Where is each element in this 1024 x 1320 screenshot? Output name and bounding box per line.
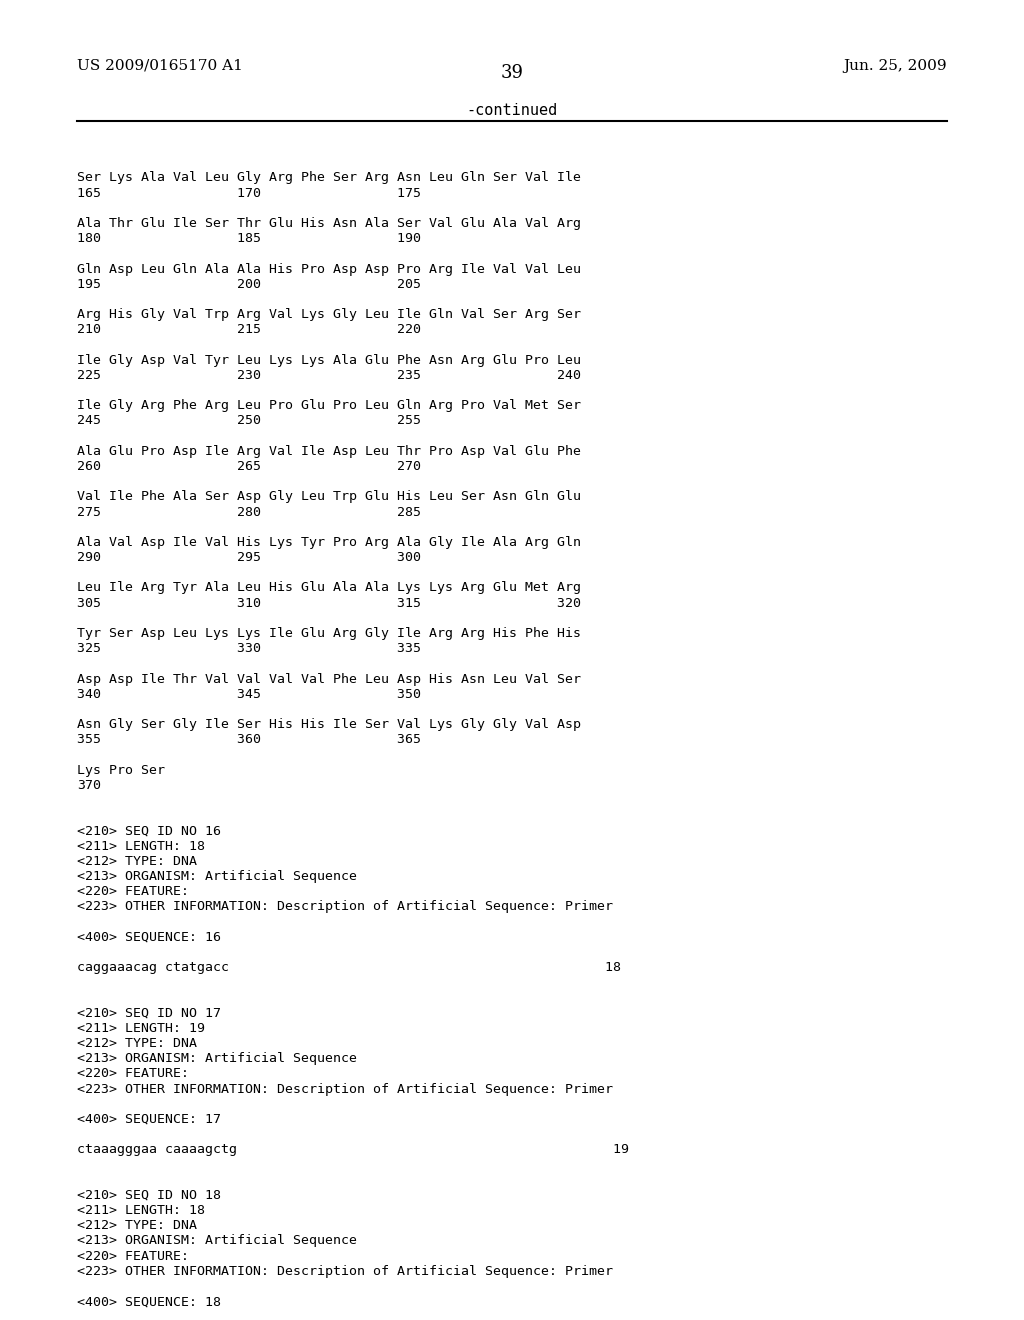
Text: Asp Asp Ile Thr Val Val Val Val Phe Leu Asp His Asn Leu Val Ser: Asp Asp Ile Thr Val Val Val Val Phe Leu … <box>77 673 581 685</box>
Text: 290                 295                 300: 290 295 300 <box>77 550 421 564</box>
Text: <210> SEQ ID NO 18: <210> SEQ ID NO 18 <box>77 1189 221 1203</box>
Text: <212> TYPE: DNA: <212> TYPE: DNA <box>77 1220 197 1233</box>
Text: 340                 345                 350: 340 345 350 <box>77 688 421 701</box>
Text: 305                 310                 315                 320: 305 310 315 320 <box>77 597 581 610</box>
Text: Val Ile Phe Ala Ser Asp Gly Leu Trp Glu His Leu Ser Asn Gln Glu: Val Ile Phe Ala Ser Asp Gly Leu Trp Glu … <box>77 490 581 503</box>
Text: <211> LENGTH: 18: <211> LENGTH: 18 <box>77 840 205 853</box>
Text: 260                 265                 270: 260 265 270 <box>77 459 421 473</box>
Text: Tyr Ser Asp Leu Lys Lys Ile Glu Arg Gly Ile Arg Arg His Phe His: Tyr Ser Asp Leu Lys Lys Ile Glu Arg Gly … <box>77 627 581 640</box>
Text: 165                 170                 175: 165 170 175 <box>77 186 421 199</box>
Text: Leu Ile Arg Tyr Ala Leu His Glu Ala Ala Lys Lys Arg Glu Met Arg: Leu Ile Arg Tyr Ala Leu His Glu Ala Ala … <box>77 582 581 594</box>
Text: <213> ORGANISM: Artificial Sequence: <213> ORGANISM: Artificial Sequence <box>77 1234 356 1247</box>
Text: <220> FEATURE:: <220> FEATURE: <box>77 886 188 898</box>
Text: Lys Pro Ser: Lys Pro Ser <box>77 764 165 776</box>
Text: <213> ORGANISM: Artificial Sequence: <213> ORGANISM: Artificial Sequence <box>77 870 356 883</box>
Text: 275                 280                 285: 275 280 285 <box>77 506 421 519</box>
Text: 370: 370 <box>77 779 100 792</box>
Text: <220> FEATURE:: <220> FEATURE: <box>77 1068 188 1080</box>
Text: <211> LENGTH: 18: <211> LENGTH: 18 <box>77 1204 205 1217</box>
Text: US 2009/0165170 A1: US 2009/0165170 A1 <box>77 59 243 73</box>
Text: Ala Val Asp Ile Val His Lys Tyr Pro Arg Ala Gly Ile Ala Arg Gln: Ala Val Asp Ile Val His Lys Tyr Pro Arg … <box>77 536 581 549</box>
Text: 245                 250                 255: 245 250 255 <box>77 414 421 428</box>
Text: <400> SEQUENCE: 16: <400> SEQUENCE: 16 <box>77 931 221 944</box>
Text: <400> SEQUENCE: 17: <400> SEQUENCE: 17 <box>77 1113 221 1126</box>
Text: caggaaacag ctatgacc                                               18: caggaaacag ctatgacc 18 <box>77 961 621 974</box>
Text: 225                 230                 235                 240: 225 230 235 240 <box>77 368 581 381</box>
Text: Ala Thr Glu Ile Ser Thr Glu His Asn Ala Ser Val Glu Ala Val Arg: Ala Thr Glu Ile Ser Thr Glu His Asn Ala … <box>77 216 581 230</box>
Text: Jun. 25, 2009: Jun. 25, 2009 <box>844 59 947 73</box>
Text: <212> TYPE: DNA: <212> TYPE: DNA <box>77 855 197 867</box>
Text: 355                 360                 365: 355 360 365 <box>77 734 421 746</box>
Text: <212> TYPE: DNA: <212> TYPE: DNA <box>77 1038 197 1049</box>
Text: 195                 200                 205: 195 200 205 <box>77 277 421 290</box>
Text: <223> OTHER INFORMATION: Description of Artificial Sequence: Primer: <223> OTHER INFORMATION: Description of … <box>77 1082 612 1096</box>
Text: 39: 39 <box>501 63 523 82</box>
Text: <213> ORGANISM: Artificial Sequence: <213> ORGANISM: Artificial Sequence <box>77 1052 356 1065</box>
Text: 210                 215                 220: 210 215 220 <box>77 323 421 337</box>
Text: Gln Asp Leu Gln Ala Ala His Pro Asp Asp Pro Arg Ile Val Val Leu: Gln Asp Leu Gln Ala Ala His Pro Asp Asp … <box>77 263 581 276</box>
Text: Ile Gly Asp Val Tyr Leu Lys Lys Ala Glu Phe Asn Arg Glu Pro Leu: Ile Gly Asp Val Tyr Leu Lys Lys Ala Glu … <box>77 354 581 367</box>
Text: <211> LENGTH: 19: <211> LENGTH: 19 <box>77 1022 205 1035</box>
Text: <210> SEQ ID NO 16: <210> SEQ ID NO 16 <box>77 825 221 837</box>
Text: <223> OTHER INFORMATION: Description of Artificial Sequence: Primer: <223> OTHER INFORMATION: Description of … <box>77 900 612 913</box>
Text: 325                 330                 335: 325 330 335 <box>77 643 421 655</box>
Text: Asn Gly Ser Gly Ile Ser His His Ile Ser Val Lys Gly Gly Val Asp: Asn Gly Ser Gly Ile Ser His His Ile Ser … <box>77 718 581 731</box>
Text: Ile Gly Arg Phe Arg Leu Pro Glu Pro Leu Gln Arg Pro Val Met Ser: Ile Gly Arg Phe Arg Leu Pro Glu Pro Leu … <box>77 399 581 412</box>
Text: <210> SEQ ID NO 17: <210> SEQ ID NO 17 <box>77 1007 221 1019</box>
Text: -continued: -continued <box>466 103 558 117</box>
Text: Ala Glu Pro Asp Ile Arg Val Ile Asp Leu Thr Pro Asp Val Glu Phe: Ala Glu Pro Asp Ile Arg Val Ile Asp Leu … <box>77 445 581 458</box>
Text: <400> SEQUENCE: 18: <400> SEQUENCE: 18 <box>77 1295 221 1308</box>
Text: <220> FEATURE:: <220> FEATURE: <box>77 1250 188 1263</box>
Text: ctaaagggaa caaaagctg                                               19: ctaaagggaa caaaagctg 19 <box>77 1143 629 1156</box>
Text: <223> OTHER INFORMATION: Description of Artificial Sequence: Primer: <223> OTHER INFORMATION: Description of … <box>77 1265 612 1278</box>
Text: 180                 185                 190: 180 185 190 <box>77 232 421 246</box>
Text: Arg His Gly Val Trp Arg Val Lys Gly Leu Ile Gln Val Ser Arg Ser: Arg His Gly Val Trp Arg Val Lys Gly Leu … <box>77 308 581 321</box>
Text: Ser Lys Ala Val Leu Gly Arg Phe Ser Arg Asn Leu Gln Ser Val Ile: Ser Lys Ala Val Leu Gly Arg Phe Ser Arg … <box>77 172 581 185</box>
